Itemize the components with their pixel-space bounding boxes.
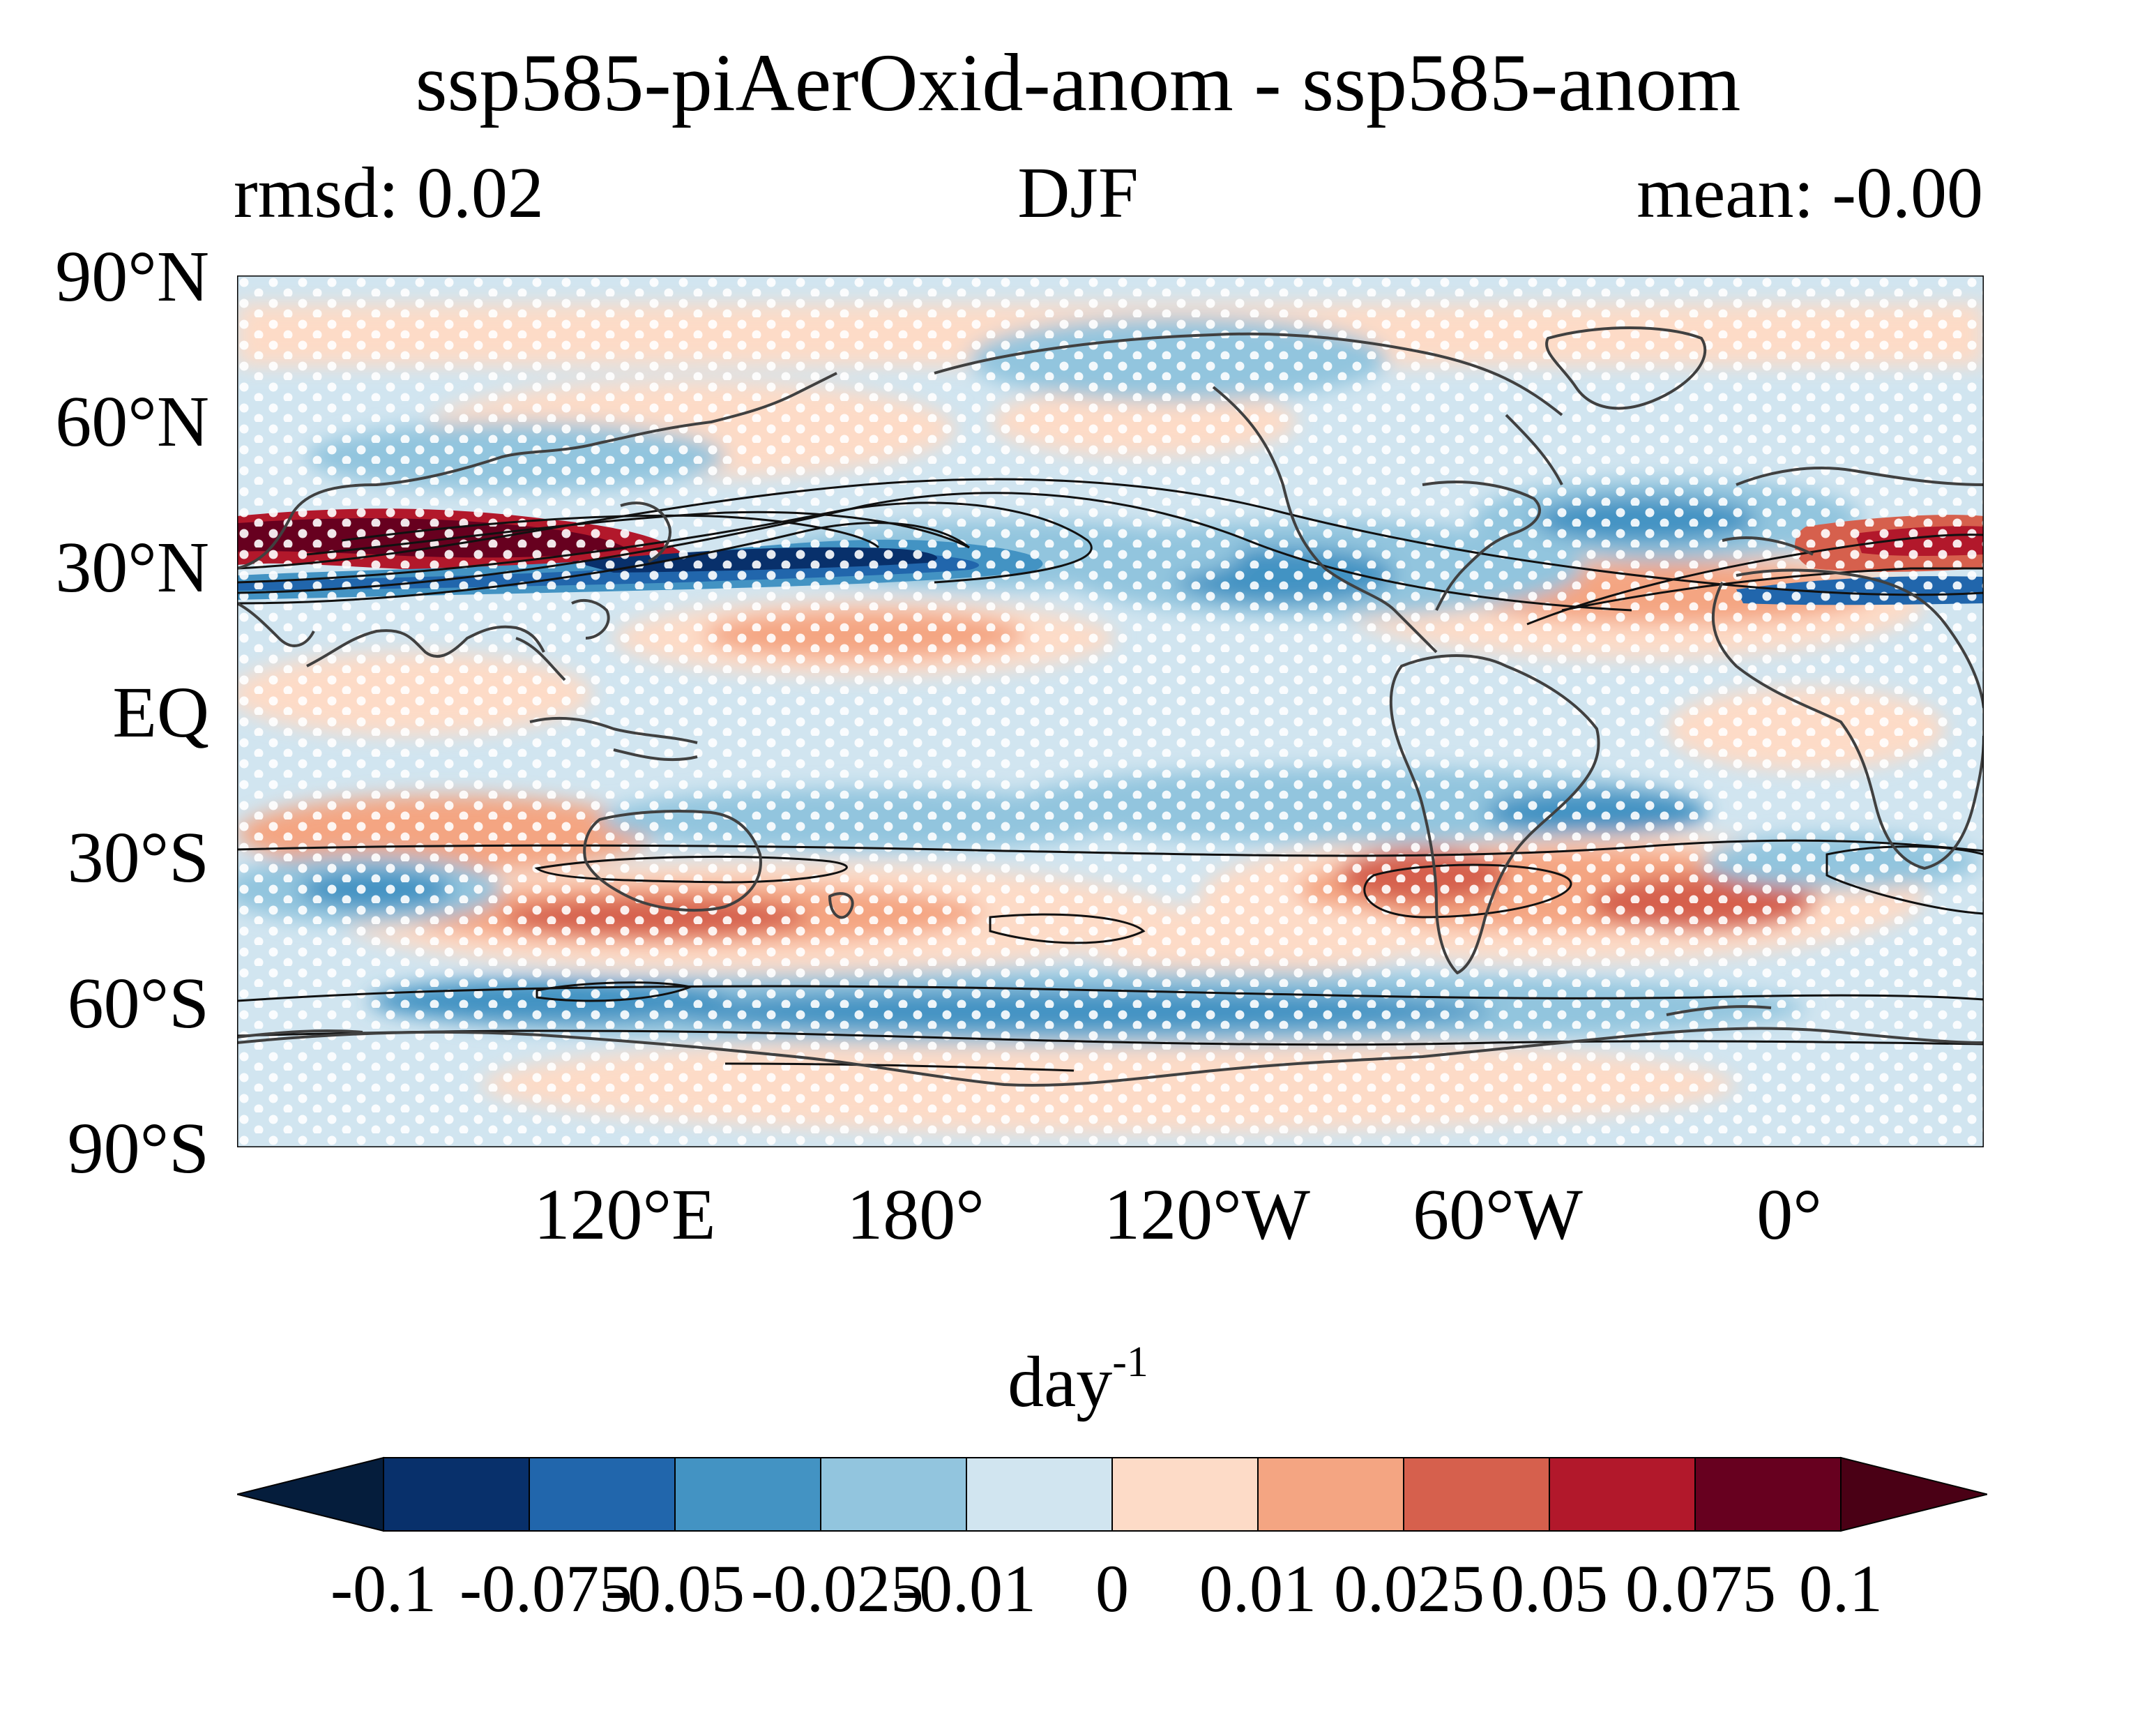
lon-label-60w: 60°W: [1413, 1175, 1583, 1255]
cb-tick-8: 0.05: [1491, 1551, 1608, 1626]
lat-label-60s: 60°S: [67, 963, 209, 1043]
cb-tick-10: 0.1: [1799, 1551, 1883, 1626]
lon-label-0: 0°: [1756, 1175, 1822, 1255]
cb-tick-1: -0.075: [460, 1551, 632, 1626]
lon-label-120e: 120°E: [533, 1175, 716, 1255]
contour-lines: [237, 478, 1984, 1072]
coastlines: [237, 326, 1984, 1087]
colorbar-segment: [966, 1457, 1113, 1532]
lat-label-eq: EQ: [112, 672, 209, 753]
lat-label-30s: 30°S: [67, 817, 209, 898]
figure-title: ssp585-piAerOxid-anom - ssp585-anom: [415, 37, 1741, 128]
colorbar-segment: [1111, 1457, 1259, 1532]
lat-label-90n: 90°N: [55, 236, 209, 317]
season-label: DJF: [1017, 153, 1139, 233]
mean-label: mean: -0.00: [1637, 153, 1983, 233]
colorbar-segment: [1549, 1457, 1696, 1532]
lon-label-180: 180°: [847, 1175, 985, 1255]
cb-tick-7: 0.025: [1334, 1551, 1485, 1626]
colorbar-segment: [1257, 1457, 1404, 1532]
rmsd-label: rmsd: 0.02: [234, 153, 544, 233]
colorbar-segment: [1403, 1457, 1550, 1532]
colorbar-under-triangle: [237, 1456, 384, 1532]
lat-label-60n: 60°N: [55, 382, 209, 462]
lat-label-90s: 90°S: [67, 1108, 209, 1188]
colorbar-units: day-1: [0, 1341, 2156, 1419]
lat-label-30n: 30°N: [55, 527, 209, 607]
cb-tick-6: 0.01: [1199, 1551, 1316, 1626]
units-base: day: [1008, 1342, 1113, 1422]
cb-tick-3: -0.025: [751, 1551, 924, 1626]
colorbar: [237, 1456, 1987, 1532]
lon-label-120w: 120°W: [1104, 1175, 1310, 1255]
colorbar-segment: [1694, 1457, 1842, 1532]
cb-tick-4: -0.01: [897, 1551, 1036, 1626]
colorbar-segment: [383, 1457, 530, 1532]
colorbar-over-triangle: [1840, 1456, 1987, 1532]
cb-tick-9: 0.075: [1625, 1551, 1776, 1626]
units-exponent: -1: [1112, 1338, 1148, 1386]
map-panel: [237, 275, 1984, 1147]
colorbar-segment: [820, 1457, 967, 1532]
cb-tick-2: -0.05: [605, 1551, 745, 1626]
colorbar-segment: [674, 1457, 821, 1532]
cb-tick-0: -0.1: [331, 1551, 436, 1626]
anomaly-field: [237, 275, 1984, 1147]
colorbar-segment: [529, 1457, 676, 1532]
cb-tick-5: 0: [1095, 1551, 1129, 1626]
